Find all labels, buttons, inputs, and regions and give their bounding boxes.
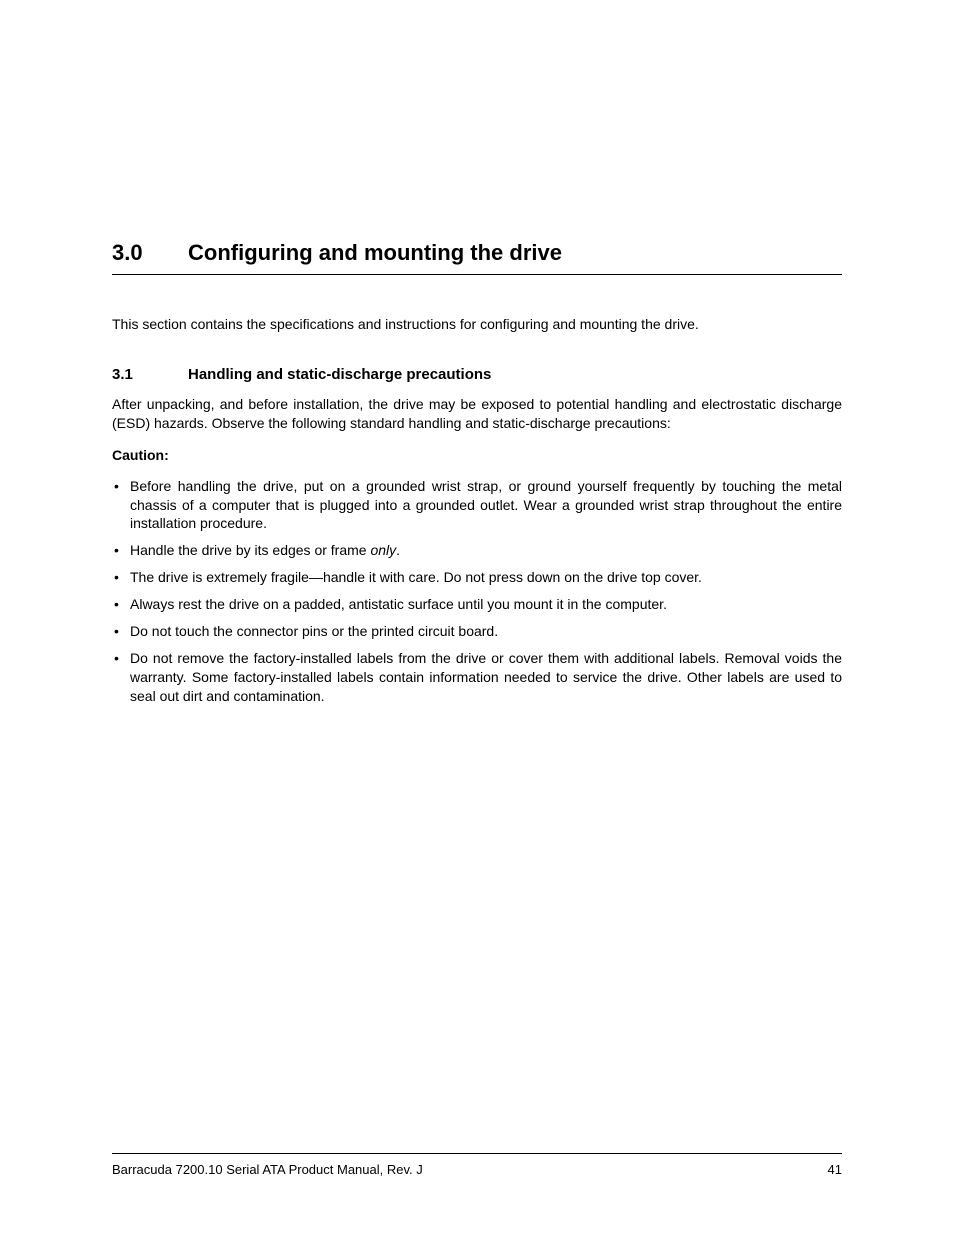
subsection-para: After unpacking, and before installation…: [112, 395, 842, 433]
list-item: The drive is extremely fragile—handle it…: [112, 568, 842, 587]
footer-left: Barracuda 7200.10 Serial ATA Product Man…: [112, 1162, 423, 1177]
list-item: Handle the drive by its edges or frame o…: [112, 541, 842, 560]
list-item: Before handling the drive, put on a grou…: [112, 477, 842, 534]
list-item: Do not remove the factory-installed labe…: [112, 649, 842, 706]
section-number: 3.0: [112, 240, 188, 266]
list-item-text: .: [396, 542, 400, 558]
list-item: Always rest the drive on a padded, antis…: [112, 595, 842, 614]
list-item: Do not touch the connector pins or the p…: [112, 622, 842, 641]
list-item-text: Handle the drive by its edges or frame: [130, 542, 370, 558]
page-footer: Barracuda 7200.10 Serial ATA Product Man…: [112, 1153, 842, 1177]
list-item-italic: only: [370, 542, 396, 558]
subsection-title: Handling and static-discharge precaution…: [188, 366, 491, 383]
section-title: Configuring and mounting the drive: [188, 240, 562, 266]
caution-label: Caution:: [112, 447, 842, 463]
page-container: 3.0 Configuring and mounting the drive T…: [0, 0, 954, 1235]
bullet-list: Before handling the drive, put on a grou…: [112, 477, 842, 706]
section-intro: This section contains the specifications…: [112, 315, 842, 334]
subsection-heading: 3.1 Handling and static-discharge precau…: [112, 366, 842, 383]
footer-page-number: 41: [828, 1162, 842, 1177]
section-heading: 3.0 Configuring and mounting the drive: [112, 240, 842, 275]
subsection-number: 3.1: [112, 366, 188, 383]
